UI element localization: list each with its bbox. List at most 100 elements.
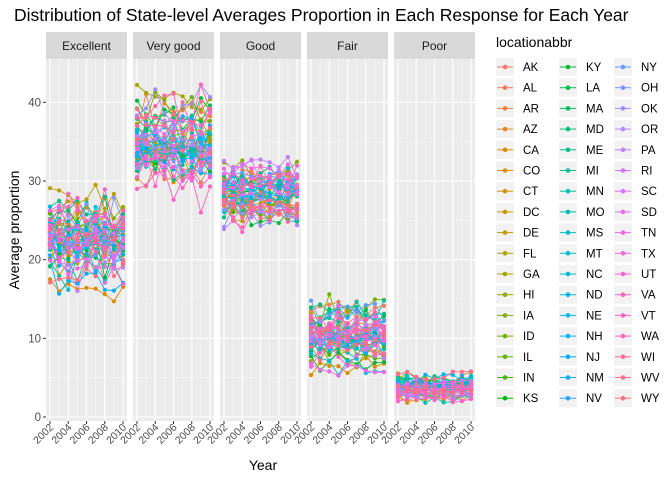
data-point-RI	[372, 334, 377, 339]
data-point-OK	[336, 330, 341, 335]
data-point-WY	[395, 384, 401, 389]
data-point-VA	[363, 333, 368, 339]
facet-strip	[46, 32, 127, 59]
data-point-VA	[240, 188, 245, 193]
series-group	[134, 82, 213, 215]
legend-label: RI	[641, 166, 653, 178]
data-point-TX	[276, 190, 281, 195]
data-point-TN	[198, 164, 203, 169]
data-point-WI	[47, 236, 53, 242]
legend-item-MO: MO	[559, 202, 605, 221]
data-point-TN	[144, 162, 149, 167]
data-point-TX	[162, 132, 167, 137]
data-point-UT	[134, 175, 140, 180]
data-point-WY	[318, 357, 323, 363]
legend-item-MT: MT	[559, 244, 603, 263]
data-point-WY	[414, 389, 419, 394]
legend-label: IA	[523, 310, 534, 322]
legend-key-point	[502, 375, 508, 380]
data-point-WV	[102, 252, 107, 258]
data-point-WA	[231, 218, 236, 224]
data-point-VT	[93, 219, 98, 224]
data-point-ND	[405, 373, 410, 379]
data-point-WI	[372, 310, 377, 315]
data-point-VT	[381, 324, 387, 329]
legend-key-point	[565, 251, 571, 256]
legend-item-IL: IL	[496, 347, 533, 366]
data-point-NM	[144, 146, 149, 151]
data-point-UT	[207, 163, 213, 168]
legend-item-WY: WY	[614, 389, 660, 408]
data-point-NM	[372, 330, 377, 335]
legend-key-point	[502, 313, 508, 318]
data-point-WA	[153, 103, 158, 109]
data-point-TX	[75, 266, 80, 271]
data-point-MD	[381, 311, 387, 316]
data-point-ME	[153, 167, 158, 172]
legend-label: VT	[641, 310, 656, 322]
data-point-SD	[84, 256, 89, 261]
data-point-VT	[267, 218, 272, 223]
data-point-NM	[57, 263, 62, 268]
legend-item-AZ: AZ	[496, 120, 538, 139]
data-point-WY	[423, 384, 428, 389]
legend-item-CO: CO	[496, 161, 540, 180]
data-point-WA	[84, 261, 89, 266]
data-point-UT	[240, 177, 245, 182]
data-point-DC	[75, 211, 80, 216]
legend-key-point	[620, 147, 626, 153]
legend-item-DC: DC	[496, 202, 540, 221]
data-point-WY	[180, 148, 185, 153]
data-point-WV	[258, 215, 263, 221]
data-point-KY	[249, 223, 254, 228]
data-point-NY	[363, 303, 368, 308]
data-point-MN	[395, 376, 401, 381]
data-point-WI	[267, 181, 272, 186]
data-point-VA	[450, 400, 455, 405]
legend-label: MD	[586, 124, 604, 136]
data-point-UT	[258, 183, 263, 188]
data-point-TN	[66, 227, 71, 232]
data-point-DE	[84, 197, 89, 202]
legend-item-ND: ND	[559, 285, 603, 304]
data-point-ME	[84, 212, 89, 217]
data-point-NC	[84, 252, 89, 257]
data-point-VA	[468, 396, 474, 402]
data-point-SD	[207, 146, 213, 151]
data-point-WY	[432, 390, 437, 395]
data-point-RI	[285, 182, 290, 187]
data-point-TX	[134, 140, 140, 145]
data-point-OK	[153, 87, 158, 92]
data-point-NH	[276, 180, 281, 185]
data-point-TN	[381, 370, 387, 375]
data-point-WI	[57, 230, 62, 236]
legend-key-point	[565, 230, 571, 235]
data-point-UT	[66, 245, 71, 250]
data-point-TX	[111, 264, 116, 269]
data-point-PA	[221, 158, 227, 163]
data-point-MD	[308, 305, 314, 310]
data-point-UT	[221, 181, 227, 186]
data-point-NH	[84, 228, 89, 233]
data-point-UT	[144, 156, 149, 161]
data-point-SD	[47, 233, 53, 238]
data-point-VA	[162, 148, 167, 153]
legend-item-SD: SD	[614, 202, 657, 221]
data-point-IN	[47, 211, 53, 216]
legend-label: DC	[523, 207, 540, 219]
legend-item-IA: IA	[496, 306, 534, 325]
data-point-VA	[120, 215, 126, 220]
data-point-CA	[111, 299, 116, 304]
data-point-KY	[258, 219, 263, 224]
legend-item-PA: PA	[614, 140, 656, 159]
data-point-TX	[102, 280, 107, 285]
data-point-MD	[47, 264, 53, 269]
data-point-SD	[294, 192, 300, 197]
legend-label: ND	[586, 290, 603, 302]
data-point-WV	[57, 227, 62, 232]
data-point-NY	[240, 170, 245, 175]
data-point-NH	[66, 233, 71, 238]
data-point-UT	[57, 237, 62, 242]
data-point-PA	[102, 264, 107, 269]
data-point-VT	[318, 335, 323, 340]
